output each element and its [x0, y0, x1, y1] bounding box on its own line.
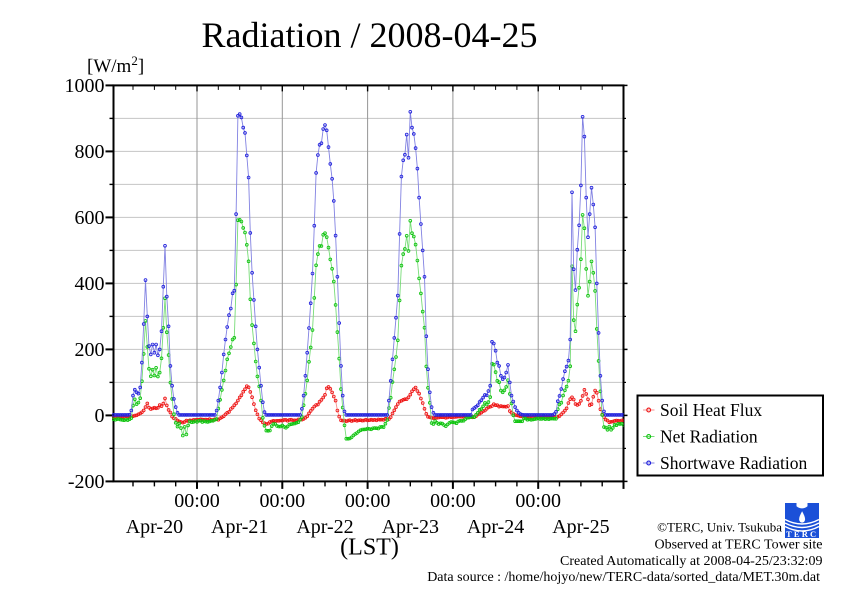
svg-text:Apr-23: Apr-23 — [382, 516, 439, 538]
svg-text:Apr-24: Apr-24 — [467, 516, 524, 538]
svg-text:Soil Heat Flux: Soil Heat Flux — [660, 400, 762, 420]
svg-text:Shortwave Radiation: Shortwave Radiation — [660, 453, 808, 473]
svg-text:©TERC, Univ. Tsukuba: ©TERC, Univ. Tsukuba — [657, 520, 782, 535]
svg-text:Observed at TERC Tower site: Observed at TERC Tower site — [654, 538, 822, 553]
svg-text:(LST): (LST) — [340, 535, 399, 561]
svg-text:600: 600 — [75, 207, 105, 229]
svg-text:400: 400 — [75, 273, 105, 295]
svg-text:800: 800 — [75, 141, 105, 163]
svg-text:TERC: TERC — [786, 529, 818, 539]
svg-text:Created Automatically at 2008-: Created Automatically at 2008-04-25/23:3… — [560, 554, 822, 569]
svg-text:Apr-25: Apr-25 — [552, 516, 609, 538]
svg-text:200: 200 — [75, 339, 105, 361]
svg-text:00:00: 00:00 — [260, 490, 306, 512]
svg-text:00:00: 00:00 — [515, 490, 561, 512]
svg-text:Radiation / 2008-04-25: Radiation / 2008-04-25 — [202, 15, 538, 55]
svg-text:00:00: 00:00 — [174, 490, 220, 512]
svg-text:Data source : /home/hojyo/new/: Data source : /home/hojyo/new/TERC-data/… — [427, 570, 820, 585]
svg-text:0: 0 — [95, 405, 105, 427]
svg-text:00:00: 00:00 — [345, 490, 391, 512]
svg-text:1000: 1000 — [65, 75, 105, 97]
svg-text:Apr-22: Apr-22 — [296, 516, 353, 538]
svg-text:Net Radiation: Net Radiation — [660, 427, 758, 447]
svg-text:Apr-21: Apr-21 — [211, 516, 268, 538]
svg-text:00:00: 00:00 — [430, 490, 476, 512]
svg-text:Apr-20: Apr-20 — [126, 516, 183, 538]
svg-text:-200: -200 — [68, 471, 105, 493]
